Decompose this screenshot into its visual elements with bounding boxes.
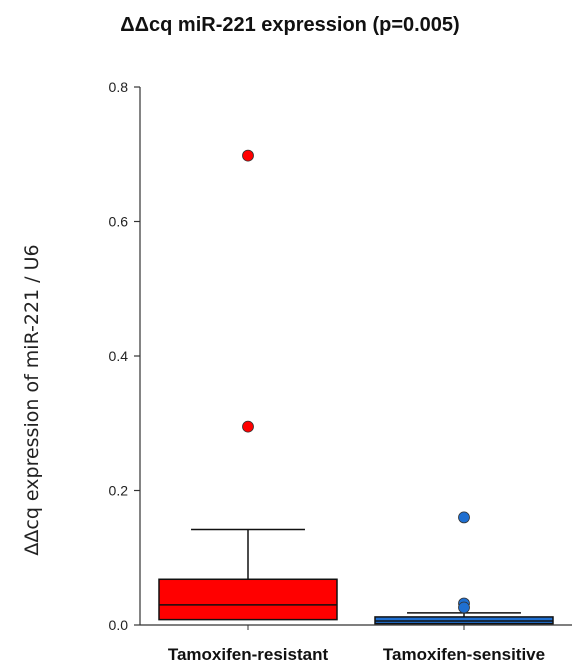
y-tick-label: 0.0 [109, 617, 129, 633]
outlier-point [242, 420, 254, 433]
x-category-label: Tamoxifen-sensitive [383, 645, 545, 664]
boxes [158, 149, 554, 625]
box-tamoxifen-resistant [158, 149, 338, 621]
x-axis: Tamoxifen-resistant Tamoxifen-sensitive [140, 624, 572, 664]
y-tick-label: 0.2 [109, 483, 129, 499]
chart-title: ΔΔcq miR-221 expression (p=0.005) [120, 14, 460, 36]
box-iqr [158, 578, 338, 621]
outlier-point [458, 511, 470, 524]
x-category-label: Tamoxifen-resistant [168, 645, 329, 664]
y-tick-label: 0.4 [109, 348, 129, 364]
outlier-point [458, 601, 470, 614]
y-tick-label: 0.6 [109, 214, 129, 230]
y-axis: 0.0 0.2 0.4 0.6 0.8 [109, 79, 141, 633]
y-tick-label: 0.8 [109, 79, 129, 95]
outlier-point [242, 149, 254, 162]
box-tamoxifen-sensitive [374, 511, 554, 625]
y-axis-label: ΔΔcq expression of miR-221 / U6 [21, 244, 43, 555]
